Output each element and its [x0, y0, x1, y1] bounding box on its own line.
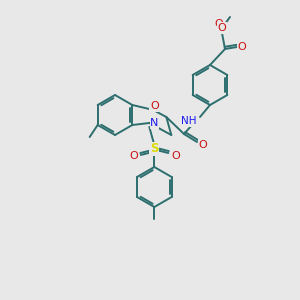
- Text: NH: NH: [181, 116, 197, 126]
- Text: O: O: [218, 23, 226, 33]
- Text: O: O: [129, 151, 138, 161]
- Text: O: O: [214, 19, 224, 29]
- Text: S: S: [150, 142, 159, 155]
- Text: O: O: [238, 42, 246, 52]
- Text: O: O: [150, 101, 159, 111]
- Text: N: N: [150, 118, 158, 128]
- Text: O: O: [199, 140, 207, 150]
- Text: O: O: [171, 151, 180, 161]
